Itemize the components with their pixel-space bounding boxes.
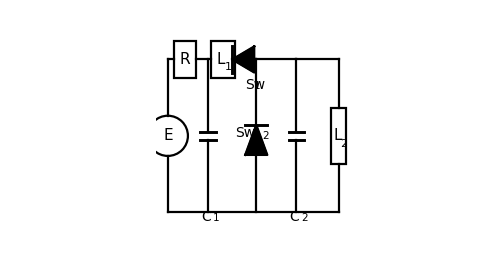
- Text: L: L: [217, 52, 226, 67]
- Text: E: E: [163, 128, 172, 143]
- Text: 2: 2: [301, 213, 308, 223]
- Text: R: R: [180, 52, 190, 67]
- Text: C: C: [290, 210, 300, 224]
- Text: C: C: [201, 210, 211, 224]
- Polygon shape: [232, 46, 254, 73]
- Text: 1: 1: [224, 62, 232, 73]
- Text: Sw: Sw: [245, 78, 266, 92]
- Text: 1: 1: [254, 81, 260, 91]
- Bar: [174, 41, 196, 78]
- Bar: [331, 108, 346, 164]
- Text: 1: 1: [212, 213, 219, 223]
- Text: L: L: [334, 128, 342, 143]
- Polygon shape: [245, 125, 268, 155]
- Text: 2: 2: [262, 131, 268, 141]
- Bar: [211, 41, 235, 78]
- Text: Sw: Sw: [235, 126, 255, 140]
- Text: 2: 2: [340, 139, 347, 149]
